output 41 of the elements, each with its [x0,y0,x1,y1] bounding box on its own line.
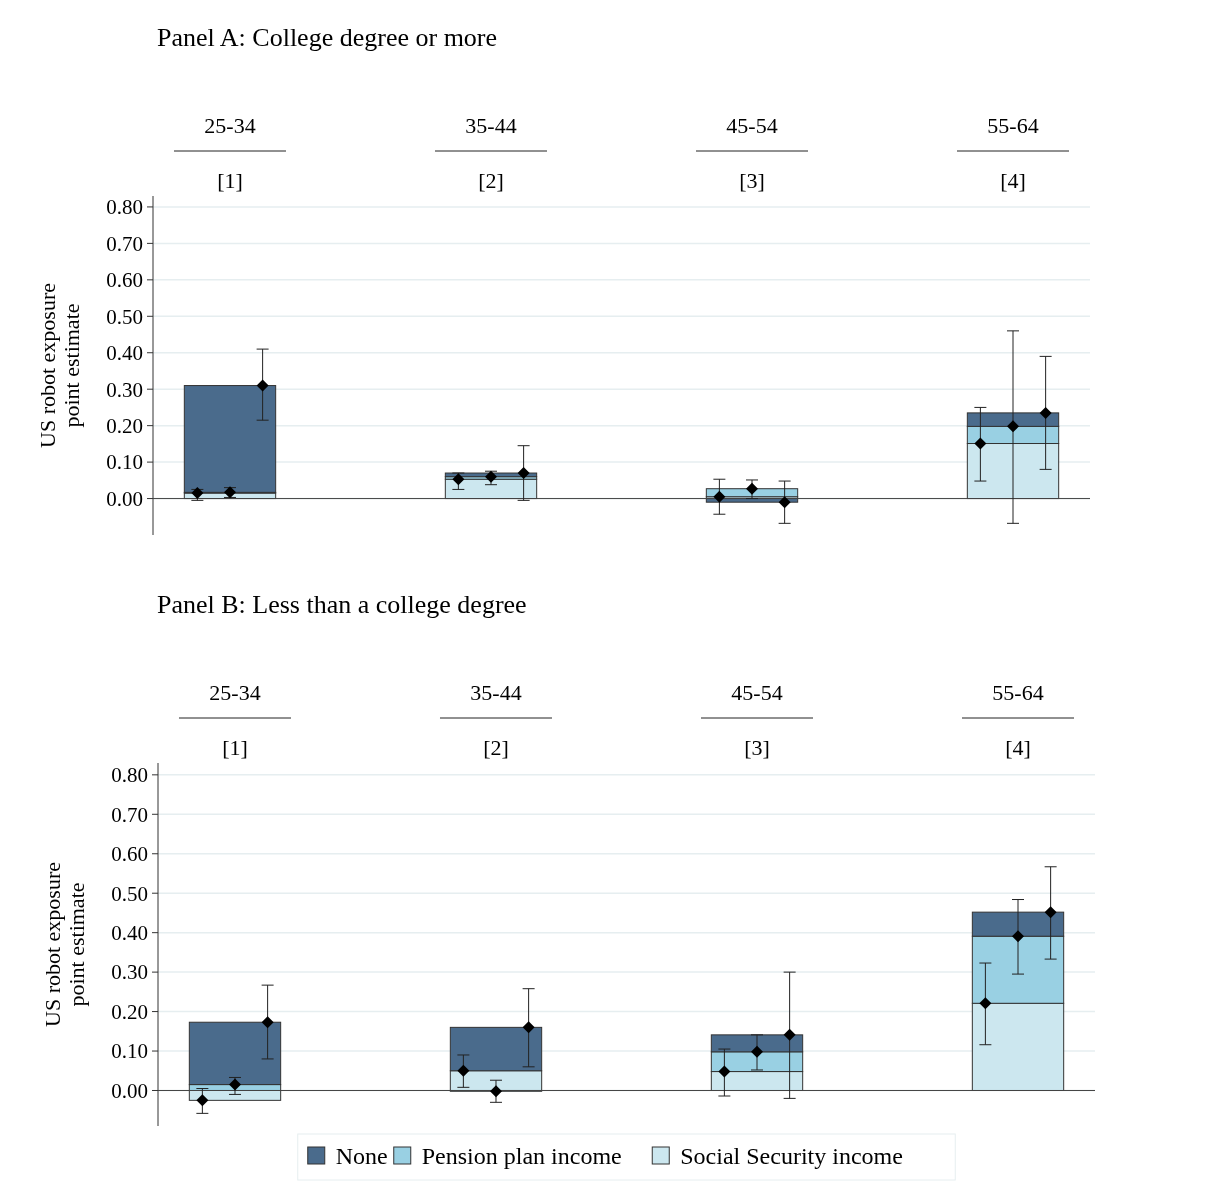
y-tick-label: 0.80 [106,195,143,220]
x-tick-label: 25-34 [209,680,261,705]
text: [4] [1005,735,1031,760]
y-tick-label: 0.10 [106,450,143,475]
y-tick-label: 0.40 [111,921,148,946]
y-tick-label: 0.50 [111,881,148,906]
y-tick-label: 0.80 [111,763,148,788]
x-tick-label: 25-34 [204,113,256,138]
x-tick-label: 55-64 [992,680,1044,705]
y-tick-label: 0.30 [106,377,143,402]
chart-title: Panel B: Less than a college degree [157,590,527,619]
y-tick-label: 0.40 [106,341,143,366]
text: [2] [483,735,509,760]
legend-label: None [335,1143,388,1170]
text: [3] [739,168,765,193]
text: [1] [222,735,248,760]
chart-title: Panel A: College degree or more [157,23,498,52]
x-tick-label: 45-54 [731,680,783,705]
text: [4] [1000,168,1026,193]
y-tick-label: 0.20 [111,999,148,1024]
y-tick-label: 0.70 [106,231,143,256]
y-axis-title: US robot exposure point estimate [34,283,84,448]
y-tick-label: 0.20 [106,414,143,438]
x-tick-label: 45-54 [726,113,778,138]
x-tick-label: 35-44 [470,680,522,705]
x-tick-label: 55-64 [987,113,1039,138]
text: [3] [744,735,770,760]
text: [1] [217,168,243,193]
text: [2] [478,168,504,193]
y-tick-label: 0.60 [106,268,143,293]
legend-label: Pension plan income [421,1143,622,1170]
y-axis-title: US robot exposure point estimate [39,862,89,1027]
y-tick-label: 0.00 [111,1078,148,1103]
y-tick-label: 0.00 [106,486,143,511]
y-tick-label: 0.50 [106,304,143,329]
legend-label: Social Security income [680,1143,903,1170]
y-tick-label: 0.10 [111,1039,148,1064]
y-tick-label: 0.30 [111,960,148,985]
x-tick-label: 35-44 [465,113,517,138]
y-tick-label: 0.60 [111,842,148,867]
y-tick-label: 0.70 [111,802,148,827]
